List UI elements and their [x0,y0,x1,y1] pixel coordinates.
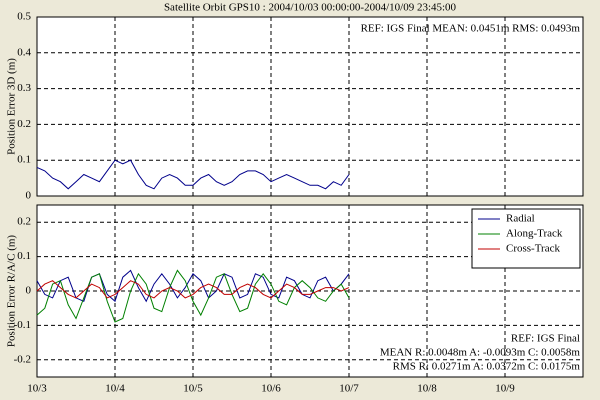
y-tick-label: -0.2 [14,353,31,365]
y-axis-label: Position Error 3D (m) [6,58,18,155]
annotation: REF: IGS Final MEAN: 0.0451m RMS: 0.0493… [361,23,581,35]
y-tick-label: 0.4 [17,46,31,58]
chart-title: Satellite Orbit GPS10 : 2004/10/03 00:00… [164,2,457,14]
y-tick-label: 0 [26,190,32,202]
y-tick-label: 0.2 [17,216,31,228]
legend-label: Radial [506,213,535,225]
y-tick-label: 0.2 [17,118,31,130]
y-tick-label: 0.3 [17,82,31,94]
annotation: MEAN R: 0.0048m A: -0.0093m C: 0.0058m [380,347,581,359]
x-tick-label: 10/7 [339,383,359,395]
y-tick-label: 0.1 [17,154,31,166]
x-tick-label: 10/3 [27,383,47,395]
annotation: RMS R: 0.0271m A: 0.0372m C: 0.0175m [393,361,581,373]
x-tick-label: 10/8 [417,383,437,395]
legend-label: Cross-Track [506,243,560,255]
legend-label: Along-Track [506,228,563,240]
data-line [36,269,350,323]
data-line [36,159,350,190]
y-tick-label: -0.1 [14,319,31,331]
y-axis-label: Position Error R/A/C (m) [6,235,18,347]
x-tick-label: 10/6 [261,383,281,395]
x-tick-label: 10/9 [495,383,515,395]
x-tick-label: 10/5 [183,383,203,395]
x-tick-label: 10/4 [105,383,125,395]
y-tick-label: 0 [26,285,32,297]
y-tick-label: 0.5 [17,11,31,23]
plot-area [36,16,584,197]
y-tick-label: 0.1 [17,250,31,262]
annotation: REF: IGS Final [511,333,580,345]
data-line [36,280,350,299]
